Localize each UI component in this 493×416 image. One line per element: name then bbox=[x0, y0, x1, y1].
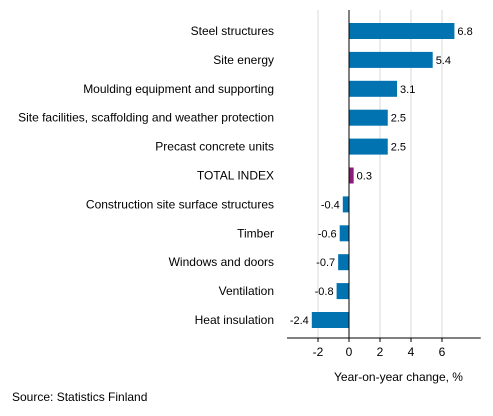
value-label-8: -0.7 bbox=[316, 257, 335, 269]
bar-6 bbox=[342, 196, 349, 213]
category-label-8: Windows and doors bbox=[169, 255, 274, 269]
value-label-9: -0.8 bbox=[315, 286, 334, 298]
value-label-0: 6.8 bbox=[457, 26, 472, 38]
category-label-10: Heat insulation bbox=[195, 313, 274, 327]
x-axis: -2 0 2 4 6 bbox=[287, 10, 481, 359]
category-label-5: TOTAL INDEX bbox=[197, 169, 274, 183]
bar-7 bbox=[339, 225, 349, 242]
value-label-2: 3.1 bbox=[400, 84, 415, 96]
bar-10 bbox=[311, 312, 349, 328]
value-label-7: -0.6 bbox=[318, 228, 337, 240]
x-tick-label-1: 0 bbox=[346, 345, 353, 359]
x-axis-title: Year-on-year change, % bbox=[334, 370, 463, 384]
value-label-10: -2.4 bbox=[290, 315, 309, 327]
category-label-6: Construction site surface structures bbox=[86, 197, 274, 211]
bar-2 bbox=[349, 80, 398, 97]
value-label-4: 2.5 bbox=[391, 142, 406, 154]
value-labels: 6.8 5.4 3.1 2.5 2.5 0.3 -0.4 -0.6 -0.7 -0.8 -2.4 bbox=[290, 26, 473, 327]
value-label-1: 5.4 bbox=[436, 55, 451, 67]
value-label-3: 2.5 bbox=[391, 113, 406, 125]
category-label-1: Site energy bbox=[213, 53, 274, 67]
bar-3 bbox=[349, 109, 388, 126]
category-label-2: Moulding equipment and supporting bbox=[83, 82, 274, 96]
category-label-3: Site facilities, scaffolding and weather… bbox=[18, 111, 274, 125]
bar-0 bbox=[349, 23, 455, 39]
x-tick-label-0: -2 bbox=[313, 345, 324, 359]
bar-4 bbox=[349, 138, 388, 155]
x-tick-label-4: 6 bbox=[439, 345, 446, 359]
category-labels: Steel structures Site energy Moulding equi… bbox=[18, 24, 274, 327]
category-label-4: Precast concrete units bbox=[155, 140, 274, 154]
x-tick-label-2: 2 bbox=[377, 345, 384, 359]
category-label-0: Steel structures bbox=[191, 24, 274, 38]
bar-9 bbox=[336, 283, 349, 300]
bar-8 bbox=[338, 254, 349, 271]
value-label-5: 0.3 bbox=[357, 171, 372, 183]
category-label-9: Ventilation bbox=[219, 284, 274, 298]
category-label-7: Timber bbox=[237, 226, 274, 240]
bars bbox=[311, 23, 455, 328]
bar-5 bbox=[349, 167, 354, 184]
value-label-6: -0.4 bbox=[321, 199, 340, 211]
source-note: Source: Statistics Finland bbox=[12, 390, 148, 404]
bar-1 bbox=[349, 51, 433, 68]
x-tick-label-3: 4 bbox=[408, 345, 415, 359]
